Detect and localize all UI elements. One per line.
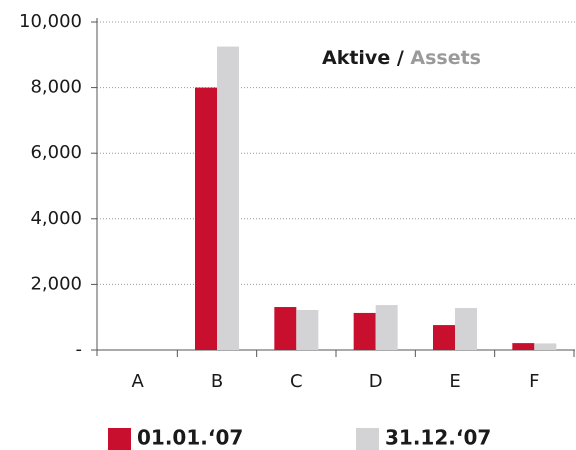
bar [433, 325, 455, 350]
legend-swatch [108, 428, 131, 450]
bar [274, 307, 297, 350]
bar [353, 312, 376, 350]
x-tick-label: A [132, 371, 145, 392]
bar [375, 305, 398, 350]
chart-title: Aktive / Assets [322, 47, 481, 69]
bar [534, 343, 557, 350]
title-translation: Assets [410, 47, 481, 69]
legend-label: 01.01.‘07 [137, 426, 243, 450]
x-tick-label: F [529, 371, 539, 392]
y-tick-label: 2,000 [30, 273, 82, 294]
y-tick-label: - [76, 339, 83, 360]
bar [512, 343, 535, 350]
y-tick-label: 10,000 [19, 11, 82, 32]
bar [217, 46, 239, 350]
x-tick-label: C [290, 371, 303, 392]
legend-label: 31.12.‘07 [385, 426, 491, 450]
x-tick-label: D [369, 371, 383, 392]
y-tick-label: 6,000 [30, 142, 82, 163]
y-tick-label: 8,000 [30, 77, 82, 98]
x-tick-label: E [449, 371, 460, 392]
legend-swatch [356, 428, 379, 450]
x-tick-label: B [211, 371, 223, 392]
y-tick-label: 4,000 [30, 208, 82, 229]
bar [195, 87, 217, 350]
title-main: Aktive / [322, 47, 404, 69]
bar [296, 309, 319, 350]
bar [455, 308, 477, 350]
